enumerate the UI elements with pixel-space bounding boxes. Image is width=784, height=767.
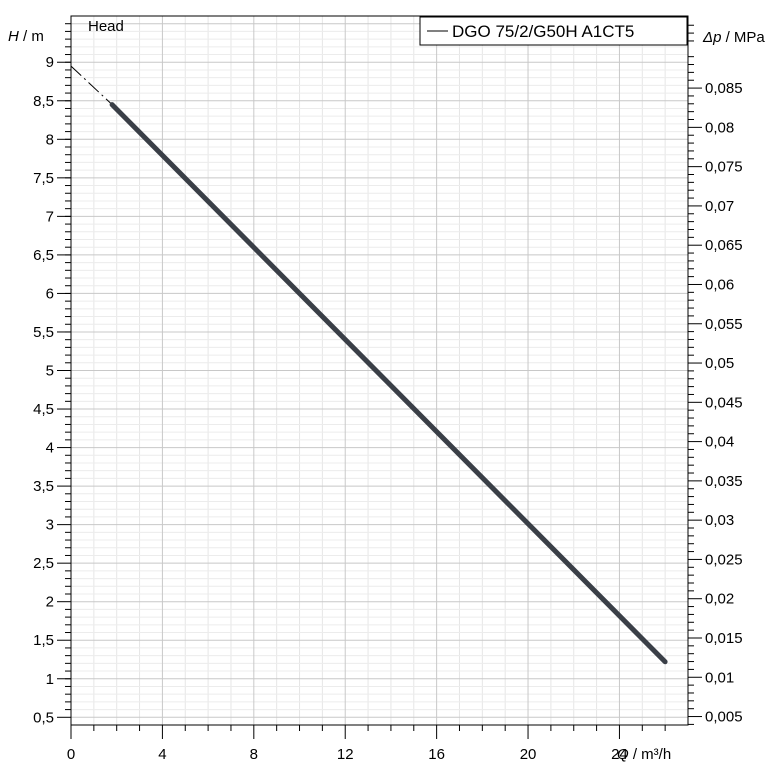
right-axis-ticks: 0,005 0,01 0,015 0,02 0,025 0,03 0,035 0,04 0,04… <box>688 24 743 726</box>
panel-label: Head <box>88 18 124 35</box>
left-tick-label: 4,5 <box>33 401 54 418</box>
right-tick-label: 0,02 <box>705 591 734 608</box>
right-tick-label: 0,045 <box>705 394 743 411</box>
bottom-tick-label: 20 <box>520 746 537 763</box>
y-axis-right-title: Δp / MPa <box>702 29 765 46</box>
right-tick-label: 0,075 <box>705 159 743 176</box>
curve-extrapolation <box>70 65 113 105</box>
bottom-tick-label: 12 <box>337 746 354 763</box>
left-tick-label: 7 <box>46 208 54 225</box>
left-axis-ticks: 0,5 1 1,5 2 2,5 3 3,5 4 4,5 5 5,5 6 6,5 7 7,5 8 8,5 9 <box>33 23 71 726</box>
right-tick-label: 0,01 <box>705 669 734 686</box>
right-tick-label: 0,025 <box>705 551 743 568</box>
x-axis-symbol: Q <box>617 746 629 763</box>
y-axis-right-unit: / MPa <box>721 29 765 46</box>
legend-box <box>419 16 688 46</box>
bottom-tick-label: 0 <box>67 746 75 763</box>
y-axis-right-symbol: Δp <box>702 29 721 46</box>
left-tick-label: 7,5 <box>33 170 54 187</box>
bottom-tick-label: 16 <box>428 746 445 763</box>
left-tick-label: 2 <box>46 594 54 611</box>
left-tick-label: 3,5 <box>33 478 54 495</box>
left-tick-label: 1 <box>46 671 54 688</box>
left-tick-label: 1,5 <box>33 632 54 649</box>
bottom-tick-label: 8 <box>250 746 258 763</box>
bottom-axis-ticks: 0 4 8 12 16 20 24 <box>67 725 666 763</box>
right-tick-label: 0,055 <box>705 316 743 333</box>
left-tick-label: 9 <box>46 54 54 71</box>
left-tick-label: 2,5 <box>33 555 54 572</box>
y-axis-left-title: H / m <box>8 28 44 45</box>
right-tick-label: 0,065 <box>705 237 743 254</box>
left-tick-label: 5,5 <box>33 324 54 341</box>
y-axis-left-unit: / m <box>19 28 44 45</box>
left-tick-label: 8 <box>46 131 54 148</box>
y-axis-left-symbol: H <box>8 28 19 45</box>
right-tick-label: 0,03 <box>705 512 734 529</box>
major-gridlines <box>70 16 688 725</box>
right-tick-label: 0,04 <box>705 434 734 451</box>
left-tick-label: 5 <box>46 363 54 380</box>
left-tick-label: 6,5 <box>33 247 54 264</box>
legend-entry: DGO 75/2/G50H A1CT5 <box>452 22 634 41</box>
left-tick-label: 6 <box>46 285 54 302</box>
left-tick-label: 0,5 <box>33 709 54 726</box>
left-tick-label: 3 <box>46 517 54 534</box>
right-tick-label: 0,05 <box>705 355 734 372</box>
series-line <box>109 102 668 665</box>
left-tick-label: 4 <box>46 440 54 457</box>
right-tick-label: 0,005 <box>705 709 743 726</box>
left-tick-label: 8,5 <box>33 93 54 110</box>
series-layer <box>70 65 668 665</box>
right-tick-label: 0,015 <box>705 630 743 647</box>
bottom-tick-label: 24 <box>611 746 628 763</box>
x-axis-unit: / m³/h <box>629 746 672 763</box>
right-tick-label: 0,06 <box>705 276 734 293</box>
legend: DGO 75/2/G50H A1CT5 <box>419 16 688 46</box>
right-tick-label: 0,085 <box>705 80 743 97</box>
right-tick-label: 0,035 <box>705 473 743 490</box>
x-axis-title: Q / m³/h <box>617 746 671 763</box>
right-tick-label: 0,08 <box>705 119 734 136</box>
bottom-tick-label: 4 <box>158 746 166 763</box>
right-tick-label: 0,07 <box>705 198 734 215</box>
